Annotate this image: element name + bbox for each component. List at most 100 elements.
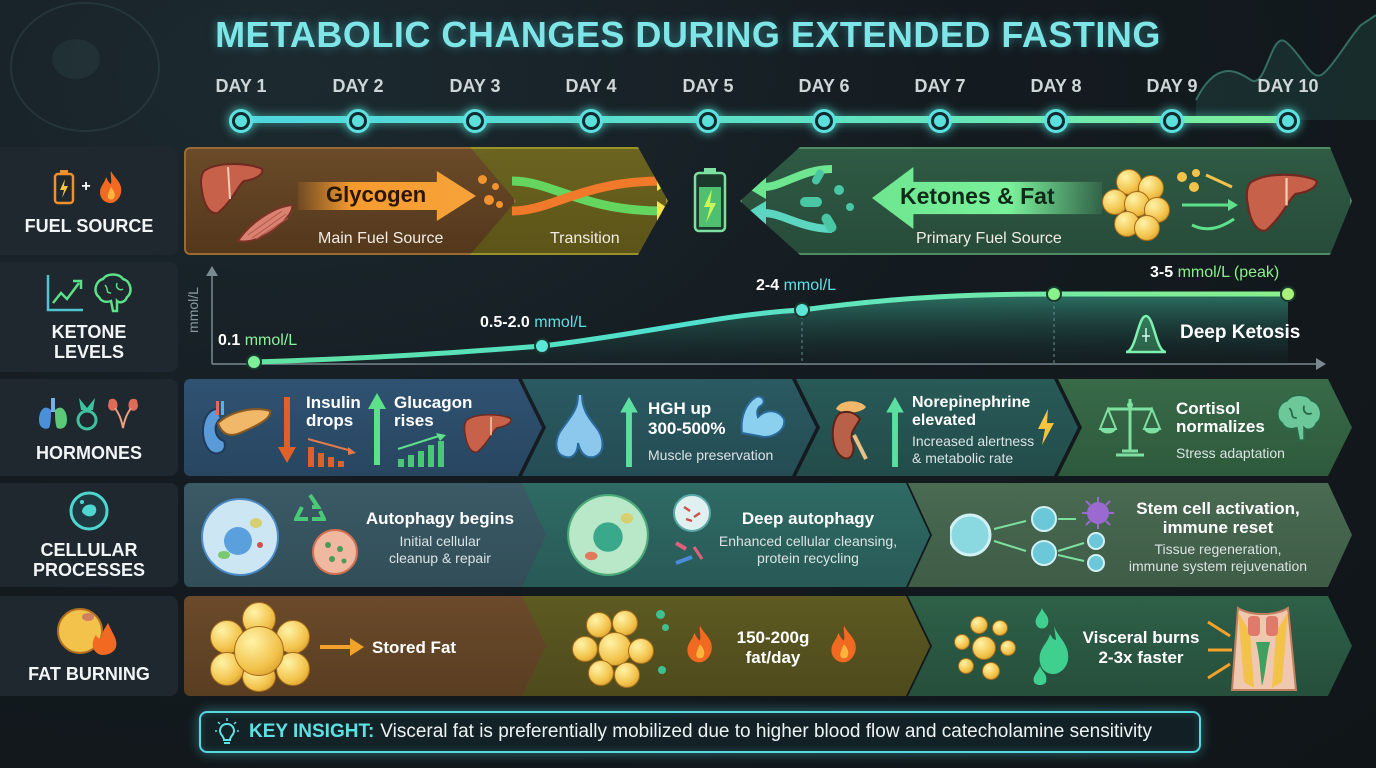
fat-droplets-icon	[952, 614, 1022, 684]
timeline-node	[579, 109, 603, 133]
background-cell-illustration	[10, 2, 160, 132]
burning-fat-cluster-icon	[568, 606, 678, 686]
brain-icon	[94, 273, 132, 313]
insight-key-label: KEY INSIGHT:	[249, 721, 375, 742]
crossing-arrows-icon	[512, 167, 672, 227]
row-label-ketone-levels: KETONE LEVELS	[0, 262, 178, 372]
flame-icon	[99, 171, 121, 203]
key-insight-banner: KEY INSIGHT: Visceral fat is preferentia…	[199, 711, 1201, 753]
glucose-particles-icon	[476, 173, 506, 223]
timeline-node	[229, 109, 253, 133]
recycle-icon	[294, 493, 326, 523]
decreasing-bars-icon	[306, 437, 360, 467]
deep-ketosis-label: Deep Ketosis	[1180, 322, 1301, 343]
fat-cell-flame-icon	[57, 608, 117, 655]
panel-ketones-fat: Ketones & Fat Primary Fuel Source	[740, 147, 1352, 255]
cell-icon	[566, 493, 650, 577]
flow-arrows-icon	[1172, 167, 1242, 237]
liver-icon	[460, 411, 516, 455]
abdomen-icon	[1204, 602, 1324, 692]
lightning-icon	[1036, 409, 1056, 445]
immune-cell-icon	[1080, 495, 1116, 531]
ketone-point-label-day1: 0.1 mmol/L	[218, 332, 298, 349]
timeline-day-2: DAY 2	[308, 76, 408, 133]
thyroid-icon	[76, 397, 98, 430]
background-line-chart-icon	[1195, 14, 1376, 120]
brain-icon	[1272, 393, 1324, 443]
panel-insulin-glucagon: Insulin drops Glucagon rises	[184, 379, 542, 476]
line-chart-icon	[46, 275, 83, 312]
ketone-point-label-day10: 3-5 mmol/L (peak)	[1150, 264, 1280, 281]
row-label-hormones: HORMONES	[0, 379, 178, 476]
panel-fat-per-day: 150-200g fat/day	[522, 596, 930, 696]
flame-icon	[684, 622, 716, 666]
panel-stem-cell: Stem cell activation, immune reset Tissu…	[908, 483, 1352, 587]
flexed-arm-icon	[738, 393, 788, 439]
timeline-node	[346, 109, 370, 133]
lightbulb-icon	[215, 718, 239, 744]
timeline-track	[241, 116, 1288, 123]
panel-cortisol: Cortisol normalizes Stress adaptation	[1058, 379, 1352, 476]
timeline-day-3: DAY 3	[425, 76, 525, 133]
panel-norepinephrine: Norepinephrine elevated Increased alertn…	[796, 379, 1078, 476]
row-label-fat-burning: FAT BURNING	[0, 596, 178, 696]
timeline-day-7: DAY 7	[890, 76, 990, 133]
flame-icon	[828, 622, 860, 666]
panel-glycogen: Glycogen Main Fuel Source	[184, 147, 516, 255]
timeline-day-8: DAY 8	[1006, 76, 1106, 133]
battery-icon	[54, 170, 75, 205]
liver-icon	[199, 163, 264, 215]
kidneys-icon	[108, 398, 138, 428]
timeline-day-6: DAY 6	[774, 76, 874, 133]
increasing-bars-icon	[396, 433, 450, 467]
pituitary-icon	[552, 395, 608, 461]
fat-cluster-icon	[208, 602, 314, 692]
bell-curve-icon	[1125, 314, 1167, 354]
panel-deep-autophagy: Deep autophagy Enhanced cellular cleansi…	[522, 483, 930, 587]
timeline-day-4: DAY 4	[541, 76, 641, 133]
vesicle-icon	[672, 493, 712, 533]
stem-cell-icon	[950, 505, 1170, 575]
ketone-curve-chart	[206, 266, 1326, 370]
plus-icon: +	[81, 178, 91, 195]
y-axis-label: mmol/L	[184, 287, 201, 333]
ketone-point-label-day3: 0.5-2.0 mmol/L	[480, 314, 587, 331]
row-label-cellular: CELLULAR PROCESSES	[0, 483, 178, 587]
timeline-day-5: DAY 5	[658, 76, 758, 133]
timeline-node	[696, 109, 720, 133]
ketone-particles-icon	[794, 163, 864, 243]
balance-scale-icon	[1098, 395, 1162, 459]
ketone-point-label-day5: 2-4 mmol/L	[756, 277, 837, 294]
green-flame-icon	[1028, 606, 1074, 686]
ketone-chart: mmol/L 0.1 mmol/L 0.5-2.0 mmol/L 2-4 mmo…	[184, 262, 1334, 374]
fat-cells-icon	[1100, 169, 1172, 241]
timeline-day-10: DAY 10	[1238, 76, 1338, 133]
pancreas-icon	[194, 399, 274, 461]
timeline-day-1: DAY 1	[191, 76, 291, 133]
timeline-node	[812, 109, 836, 133]
timeline-node	[1044, 109, 1068, 133]
page-title: METABOLIC CHANGES DURING EXTENDED FASTIN…	[215, 14, 1161, 55]
right-arrow-icon	[320, 638, 364, 656]
panel-visceral-burns: Visceral burns 2-3x faster	[908, 596, 1352, 696]
timeline-node	[928, 109, 952, 133]
panel-hgh: HGH up 300-500% Muscle preservation	[522, 379, 816, 476]
timeline-node	[1276, 109, 1300, 133]
cell-icon	[200, 497, 280, 577]
up-arrow-icon	[368, 393, 386, 465]
lungs-icon	[39, 397, 67, 429]
timeline-day-9: DAY 9	[1122, 76, 1222, 133]
battery-charging-icon	[693, 168, 727, 233]
muscle-icon	[236, 203, 294, 243]
timeline-node	[463, 109, 487, 133]
adrenal-kidney-icon	[830, 399, 874, 465]
up-arrow-icon	[620, 397, 638, 467]
down-arrow-icon	[278, 397, 296, 465]
cell-icon	[69, 491, 109, 531]
lysosome-icon	[310, 527, 360, 577]
protein-fragments-icon	[672, 539, 708, 569]
liver-icon	[1242, 169, 1322, 235]
row-label-fuel-source: + FUEL SOURCE	[0, 147, 178, 255]
insight-text: Visceral fat is preferentially mobilized…	[380, 721, 1152, 742]
timeline-node	[1160, 109, 1184, 133]
